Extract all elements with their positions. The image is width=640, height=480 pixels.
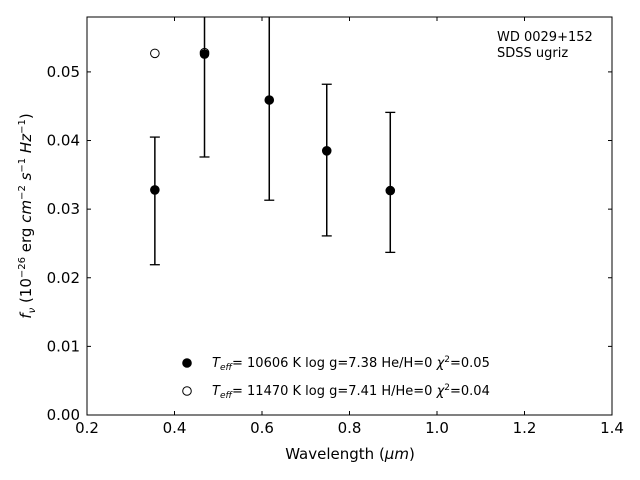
legend-marker-open: [182, 386, 192, 396]
y-tick-label: 0.01: [47, 337, 80, 355]
y-tick-label: 0.02: [47, 269, 80, 287]
x-tick-label: 1.2: [513, 419, 537, 437]
y-tick-label: 0.03: [47, 200, 80, 218]
x-tick-label: 1.0: [425, 419, 449, 437]
data-point-open: [199, 47, 210, 58]
plot-frame: [86, 16, 613, 416]
annotation-filters: SDSS ugriz: [497, 46, 568, 61]
model-markers: [150, 47, 396, 196]
x-tick-label: 0.4: [163, 419, 187, 437]
data-point-filled: [321, 146, 332, 156]
data-point-filled: [150, 185, 160, 195]
legend-entry-2: Teff= 11470 K log g=7.41 H/He=0 χ2=0.04: [212, 383, 490, 401]
legend-marker-filled: [182, 358, 192, 368]
legend: Teff= 10606 K log g=7.38 He/H=0 χ2=0.05 …: [182, 355, 490, 401]
y-axis-ticks: 0.00 0.01 0.02 0.03 0.04 0.05: [47, 63, 612, 424]
annotation-object-name: WD 0029+152: [497, 30, 593, 45]
x-tick-label: 0.2: [75, 419, 99, 437]
data-point-open: [150, 48, 160, 59]
y-axis-title: fν (10−26 erg cm−2 s−1 Hz−1): [17, 113, 38, 318]
data-point-filled: [385, 185, 396, 196]
x-tick-label: 0.6: [250, 419, 274, 437]
data-point-filled: [264, 95, 275, 105]
x-axis-ticks: 0.2 0.4 0.6 0.8 1.0 1.2 1.4: [75, 17, 624, 437]
x-tick-label: 1.4: [600, 419, 624, 437]
y-tick-label: 0.04: [47, 132, 80, 150]
y-tick-label: 0.00: [47, 406, 80, 424]
y-tick-label: 0.05: [47, 63, 80, 81]
plot-background: [87, 17, 612, 415]
x-axis-title: Wavelength (μm): [285, 445, 415, 463]
x-tick-label: 0.8: [338, 419, 362, 437]
legend-entry-1: Teff= 10606 K log g=7.38 He/H=0 χ2=0.05: [212, 355, 490, 373]
error-bars: [149, 17, 396, 266]
